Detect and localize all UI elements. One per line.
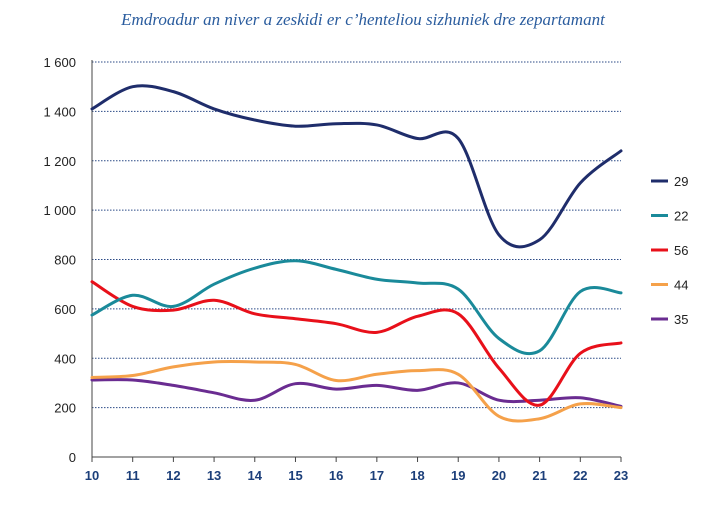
series-line-44 bbox=[90, 359, 623, 423]
y-tick-label: 600 bbox=[54, 302, 76, 317]
series-line-29 bbox=[90, 84, 623, 249]
x-tick-label: 13 bbox=[207, 468, 221, 483]
series-line-56 bbox=[90, 280, 623, 407]
x-tick-label: 23 bbox=[614, 468, 628, 483]
y-tick-label: 200 bbox=[54, 401, 76, 416]
y-tick-label: 1 000 bbox=[43, 203, 76, 218]
x-tick-label: 20 bbox=[492, 468, 506, 483]
y-tick-label: 0 bbox=[69, 450, 76, 465]
x-tick-label: 18 bbox=[410, 468, 424, 483]
x-tick-label: 15 bbox=[288, 468, 302, 483]
x-tick-label: 14 bbox=[248, 468, 263, 483]
x-tick-label: 16 bbox=[329, 468, 343, 483]
y-tick-label: 1 400 bbox=[43, 104, 76, 119]
series-line-35 bbox=[90, 378, 623, 408]
x-tick-label: 17 bbox=[370, 468, 384, 483]
x-tick-label: 19 bbox=[451, 468, 465, 483]
x-tick-label: 11 bbox=[126, 468, 140, 483]
legend-label-22: 22 bbox=[674, 209, 688, 224]
y-tick-label: 1 600 bbox=[43, 55, 76, 70]
chart-title: Emdroadur an niver a zeskidi er c’hentel… bbox=[121, 10, 605, 29]
x-tick-label: 10 bbox=[85, 468, 99, 483]
y-tick-label: 800 bbox=[54, 253, 76, 268]
x-tick-label: 12 bbox=[166, 468, 180, 483]
x-tick-label: 21 bbox=[532, 468, 546, 483]
y-tick-label: 400 bbox=[54, 351, 76, 366]
gridlines bbox=[92, 61, 621, 409]
y-tick-label: 1 200 bbox=[43, 154, 76, 169]
series-lines bbox=[90, 84, 623, 423]
x-tick-label: 22 bbox=[573, 468, 587, 483]
legend-label-56: 56 bbox=[674, 243, 688, 258]
legend-label-44: 44 bbox=[674, 278, 688, 293]
x-axis-ticks: 10 11 12 13 14 15 16 17 18 19 20 21 22 23 bbox=[85, 468, 628, 483]
legend-label-35: 35 bbox=[674, 312, 688, 327]
legend-label-29: 29 bbox=[674, 174, 688, 189]
axes bbox=[91, 60, 622, 462]
legend: 29 22 56 44 35 bbox=[651, 174, 688, 327]
series-line-22 bbox=[90, 259, 623, 356]
y-axis-ticks: 0 200 400 600 800 1 000 1 200 1 400 1 600 bbox=[43, 55, 76, 465]
